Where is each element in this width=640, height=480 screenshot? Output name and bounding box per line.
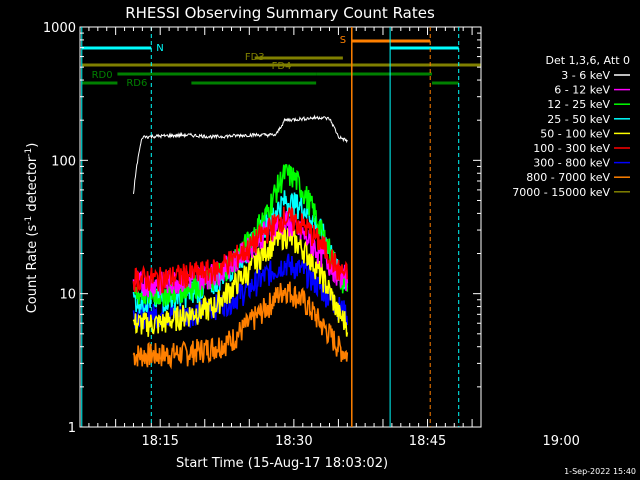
legend-label: 6 - 12 keV	[554, 84, 610, 97]
chart-title: RHESSI Observing Summary Count Rates	[125, 4, 435, 22]
legend-label: 800 - 7000 keV	[526, 171, 610, 184]
flag-label-n: N	[156, 43, 163, 54]
legend-label: 7000 - 15000 keV	[512, 186, 610, 199]
legend-label: 25 - 50 keV	[547, 113, 610, 126]
legend-label: 12 - 25 keV	[547, 98, 610, 111]
footer-timestamp: 1-Sep-2022 15:40	[564, 467, 636, 476]
flag-bars: N S FD3 FD4 RD0 RD6	[81, 35, 481, 89]
series-line	[132, 253, 349, 329]
series-line	[132, 206, 349, 294]
y-tick-label: 10	[59, 288, 76, 303]
series-line	[132, 224, 349, 337]
plot-area	[79, 26, 482, 428]
y-tick-label: 1	[68, 421, 76, 436]
flag-label-fd4: FD4	[272, 61, 292, 72]
legend-label: 3 - 6 keV	[561, 69, 610, 82]
x-axis-label: Start Time (15-Aug-17 18:03:02)	[176, 456, 388, 471]
y-axis-label-mid: detector	[25, 156, 40, 216]
legend-label: 300 - 800 keV	[533, 157, 610, 170]
y-axis-label-main: Count Rate (s	[25, 225, 40, 314]
x-tick-label: 19:00	[542, 434, 579, 449]
plot-frame	[79, 26, 482, 428]
series-line	[133, 114, 348, 194]
x-tick-label: 18:30	[275, 434, 312, 449]
flag-label-rd0: RD0	[92, 70, 113, 81]
x-tick-label: 18:15	[141, 434, 178, 449]
legend-label: 50 - 100 keV	[540, 127, 610, 140]
y-axis-label-sup1: -1	[24, 216, 34, 225]
flag-label-fd3: FD3	[245, 52, 265, 63]
legend-title: Det 1,3,6, Att 0	[546, 54, 630, 67]
legend-label: 100 - 300 keV	[533, 142, 610, 155]
flag-label-rd6: RD6	[126, 78, 147, 89]
y-axis-label-sup2: -1	[24, 148, 34, 157]
x-tick-label: 18:45	[409, 434, 446, 449]
y-axis-label-end: )	[25, 143, 40, 148]
series-line	[132, 281, 349, 370]
y-axis-label: Count Rate (s-1 detector-1)	[24, 143, 40, 314]
y-tick-label: 1000	[43, 21, 76, 36]
flag-label-s: S	[340, 35, 346, 46]
y-tick-label: 100	[51, 154, 76, 169]
